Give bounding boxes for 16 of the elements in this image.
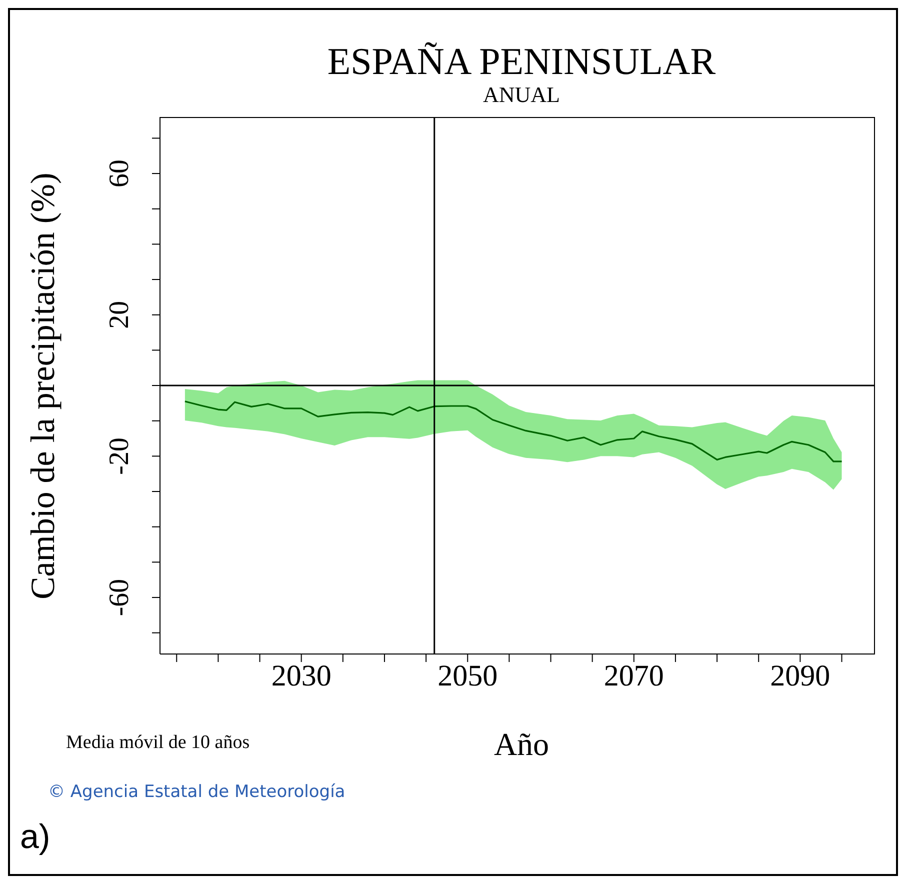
x-tick-label: 2030 xyxy=(271,659,332,692)
x-axis-title: Año xyxy=(494,726,550,762)
x-tick-label: 2050 xyxy=(438,659,498,692)
text: © Agencia Estatal de Meteorología xyxy=(48,782,346,802)
x-tick-label: 2090 xyxy=(770,659,830,692)
y-tick-label: -20 xyxy=(104,437,135,475)
y-tick-label: 60 xyxy=(104,160,135,188)
y-axis-title: Cambio de la precipitación (%) xyxy=(25,172,62,599)
x-tick-label: 2070 xyxy=(604,659,664,692)
chart-title: ESPAÑA PENINSULAR xyxy=(327,41,716,83)
text: a) xyxy=(20,818,50,856)
y-tick-label: 20 xyxy=(104,300,135,329)
text: Media móvil de 10 años xyxy=(66,732,250,753)
y-tick-label: -60 xyxy=(104,578,135,616)
chart-subtitle: ANUAL xyxy=(483,82,560,107)
line-series xyxy=(184,400,843,462)
